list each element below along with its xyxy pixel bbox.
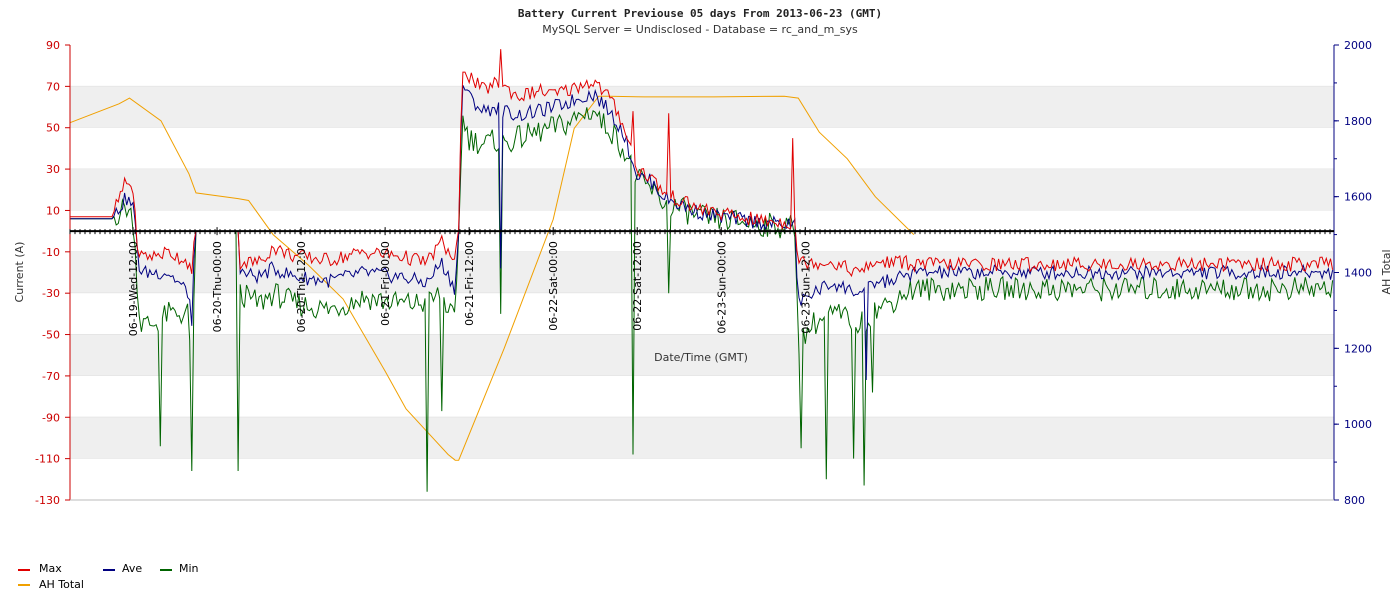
y-left-tick-label: 90 xyxy=(46,39,60,52)
legend-label-ave: Ave xyxy=(122,562,142,575)
x-tick-label: 06-21-Fri-00:00 xyxy=(379,241,392,326)
y-left-tick-label: 10 xyxy=(46,204,60,217)
x-tick-label: 06-21-Fri-12:00 xyxy=(463,241,476,326)
legend-item-ah-total: AH Total xyxy=(18,578,84,591)
chart-title: Battery Current Previouse 05 days From 2… xyxy=(518,7,882,20)
x-tick-label: 06-19-Wed-12:00 xyxy=(127,241,140,336)
y-right-tick-label: 800 xyxy=(1344,494,1365,507)
y-axis-right-label: AH Total xyxy=(1380,250,1393,295)
legend: Max Ave Min AH Total xyxy=(18,562,199,591)
y-left-tick-label: -110 xyxy=(35,453,60,466)
grid-band xyxy=(70,293,1334,335)
legend-label-max: Max xyxy=(39,562,62,575)
y-left-tick-label: 50 xyxy=(46,122,60,135)
y-left-tick-label: -90 xyxy=(42,411,60,424)
x-tick-label: 06-23-Sun-12:00 xyxy=(799,241,812,334)
x-tick-label: 06-20-Thu-12:00 xyxy=(295,241,308,332)
y-left-tick-label: -130 xyxy=(35,494,60,507)
y-right-tick-label: 1600 xyxy=(1344,191,1372,204)
x-tick-label: 06-20-Thu-00:00 xyxy=(211,241,224,332)
y-right-tick-label: 2000 xyxy=(1344,39,1372,52)
legend-item-min: Min xyxy=(160,562,199,575)
right-axis-ticks: 2000 1800 1600 1400 1200 1000 800 xyxy=(1334,39,1372,507)
legend-label-min: Min xyxy=(179,562,199,575)
grid-band xyxy=(70,251,1334,294)
legend-label-ah-total: AH Total xyxy=(39,578,84,591)
series-line-ave xyxy=(70,85,1334,381)
y-right-tick-label: 1200 xyxy=(1344,342,1372,355)
x-axis-label: Date/Time (GMT) xyxy=(654,351,748,364)
y-left-tick-label: -30 xyxy=(42,287,60,300)
grid-band xyxy=(70,417,1334,459)
grid-band xyxy=(70,86,1334,128)
x-tick-label: 06-22-Sat-12:00 xyxy=(631,241,644,331)
grid-band xyxy=(70,127,1334,170)
x-axis-ticks: 06-19-Wed-12:00 06-20-Thu-00:00 06-20-Thu-… xyxy=(127,227,812,336)
y-right-tick-label: 1000 xyxy=(1344,418,1372,431)
y-left-tick-label: -50 xyxy=(42,329,60,342)
x-tick-label: 06-22-Sat-00:00 xyxy=(547,241,560,331)
y-left-tick-label: -10 xyxy=(42,246,60,259)
chart-subtitle: MySQL Server = Undisclosed - Database = … xyxy=(542,23,858,36)
grid-band xyxy=(70,334,1334,376)
y-right-tick-label: 1800 xyxy=(1344,115,1372,128)
left-axis-ticks: 90 70 50 30 10 -10 -30 -50 -70 -90 -110 -130 xyxy=(35,39,70,507)
y-left-tick-label: -70 xyxy=(42,370,60,383)
series-line-max xyxy=(70,49,1334,278)
legend-item-max: Max xyxy=(18,562,62,575)
x-tick-label: 06-23-Sun-00:00 xyxy=(715,241,728,334)
grid-band xyxy=(70,169,1334,211)
y-left-tick-label: 70 xyxy=(46,80,60,93)
grid-band xyxy=(70,45,1334,87)
y-axis-left-label: Current (A) xyxy=(13,242,26,303)
y-right-tick-label: 1400 xyxy=(1344,267,1372,280)
y-left-tick-label: 30 xyxy=(46,163,60,176)
grid-band xyxy=(70,375,1334,418)
series-layer xyxy=(69,49,1334,492)
series-line-ah-total xyxy=(69,95,915,461)
grid-band xyxy=(70,458,1334,500)
legend-item-ave: Ave xyxy=(103,562,142,575)
